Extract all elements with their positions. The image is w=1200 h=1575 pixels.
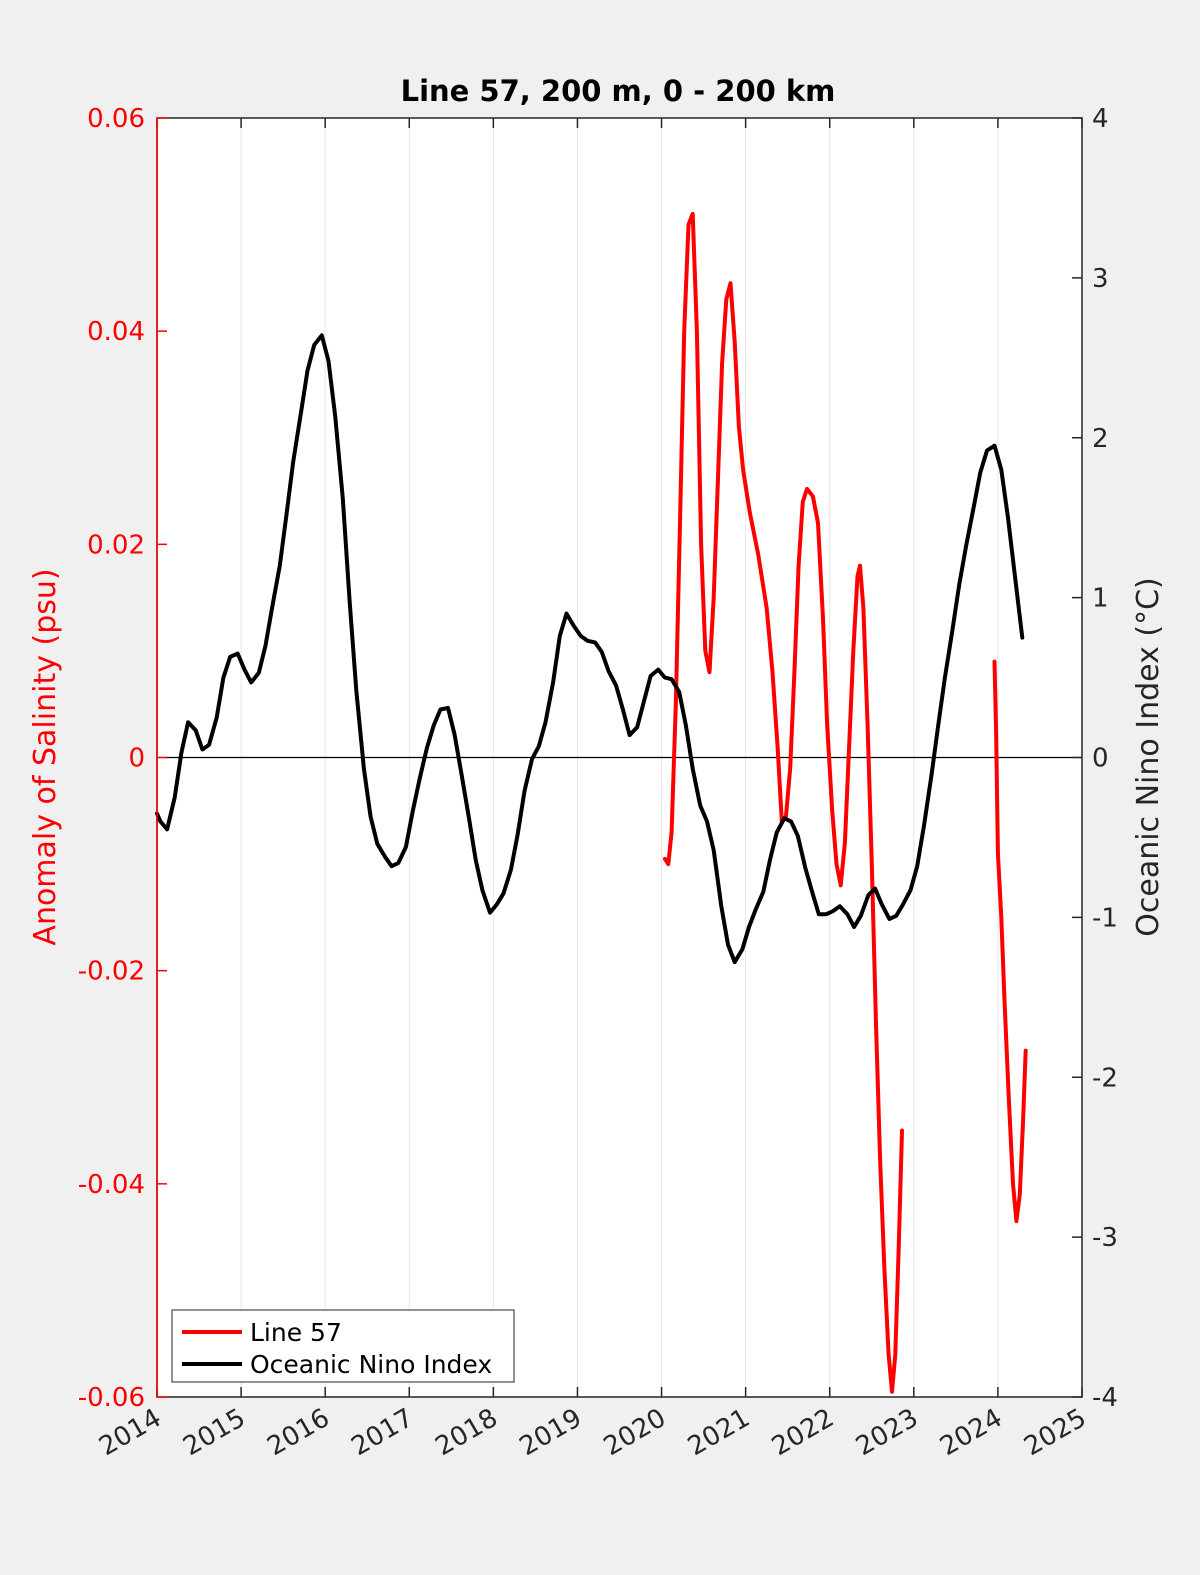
tick-label-y-left: -0.06 — [78, 1383, 145, 1413]
series-oni-segment-0 — [155, 333, 1025, 965]
legend-box — [171, 1309, 515, 1383]
tick-label-y-right: -1 — [1092, 903, 1118, 933]
tick-label-y-left: 0.04 — [87, 317, 145, 347]
series-line57-segment-1 — [992, 659, 1028, 1224]
tick-label-y-right: 3 — [1092, 264, 1109, 294]
tick-label-y-left: -0.04 — [78, 1170, 145, 1200]
y-axis-label-right: Oceanic Nino Index (°C) — [1131, 577, 1166, 937]
tick-label-y-left: 0 — [128, 744, 145, 774]
tick-label-y-left: -0.02 — [78, 957, 145, 987]
tick-label-y-left: 0.02 — [87, 530, 145, 560]
series-line57-segment-0 — [662, 211, 904, 1394]
tick-label-y-right: -3 — [1092, 1223, 1118, 1253]
tick-label-y-right: 4 — [1092, 104, 1109, 134]
tick-label-y-right: 2 — [1092, 424, 1109, 454]
legend-label-oni: Oceanic Nino Index — [250, 1350, 492, 1379]
series-layer — [155, 211, 1028, 1394]
axis-ticks — [156, 117, 1083, 1398]
legend-label-line57: Line 57 — [250, 1318, 342, 1347]
legend: Line 57 Oceanic Nino Index — [171, 1309, 515, 1383]
tick-label-y-right: -2 — [1092, 1063, 1118, 1093]
tick-label-y-left: 0.06 — [87, 104, 145, 134]
y-axis-label-left: Anomaly of Salinity (psu) — [28, 568, 63, 945]
chart-title: Line 57, 200 m, 0 - 200 km — [401, 74, 836, 108]
tick-label-y-right: -4 — [1092, 1383, 1118, 1413]
tick-label-y-right: 1 — [1092, 584, 1109, 614]
tick-label-y-right: 0 — [1092, 744, 1109, 774]
